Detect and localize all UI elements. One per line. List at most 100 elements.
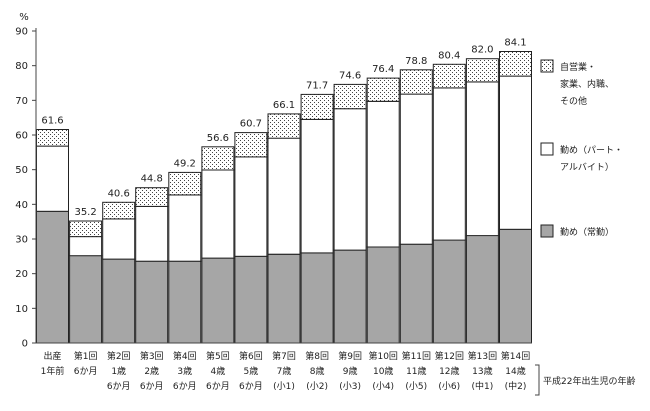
bar-segment-s0-c7 (267, 253, 301, 344)
x-tick-label: 1年前 (41, 365, 65, 377)
x-tick-label: 14歳 (505, 365, 525, 377)
axis-layer: 0102030405060708090%出産1年前第1回6か月第2回1歳6か月第… (15, 12, 635, 396)
x-tick-label: 5歳 (244, 365, 259, 377)
y-tick-label: 50 (15, 165, 28, 176)
bar-segment-s2-c12 (432, 63, 466, 89)
y-tick-label: 90 (15, 27, 28, 38)
x-tick-label: 13歳 (472, 365, 492, 377)
x-tick-label: 1歳 (111, 365, 126, 377)
x-tick-label: 第4回 (173, 350, 197, 362)
bar-segment-s1-c9 (333, 108, 367, 251)
y-tick-label: 60 (15, 131, 28, 142)
bar-segment-s2-c6 (234, 132, 268, 158)
y-tick-label: 10 (15, 304, 28, 315)
y-axis-unit: % (19, 12, 29, 23)
data-label-total: 80.4 (438, 50, 460, 61)
y-tick-label: 20 (15, 269, 28, 280)
data-label-total: 49.2 (174, 158, 196, 169)
y-tick-label: 30 (15, 235, 28, 246)
x-tick-label: 第6回 (239, 350, 263, 362)
bar-segment-s1-c11 (399, 93, 433, 245)
bar-segment-s1-c0 (36, 145, 69, 212)
x-tick-label: 第14回 (501, 350, 530, 362)
bar-segment-s0-c3 (135, 260, 169, 344)
bar-segment-s2-c2 (102, 201, 136, 220)
data-label-total: 60.7 (240, 119, 262, 130)
age-bracket (535, 364, 540, 396)
bar-segment-s0-c11 (399, 243, 433, 344)
legend-swatch (540, 224, 554, 238)
bar-segment-s1-c14 (499, 75, 532, 230)
x-tick-label: (小4) (372, 381, 394, 392)
x-tick-label: 11歳 (406, 365, 426, 377)
bar-segment-s2-c9 (333, 83, 367, 110)
bar-segment-s1-c5 (201, 169, 235, 259)
x-tick-label: (小2) (306, 381, 328, 392)
x-tick-label: (中1) (472, 380, 494, 392)
x-tick-label: 12歳 (439, 365, 459, 377)
x-tick-label: 4歳 (211, 365, 226, 377)
legend-label: 勤め（パート・ (560, 144, 623, 156)
bar-segment-s0-c12 (432, 239, 466, 344)
bar-segment-s0-c5 (201, 257, 235, 344)
legend-label: その他 (560, 95, 587, 107)
bar-segment-s2-c13 (465, 58, 499, 83)
data-label-total: 71.7 (306, 80, 328, 91)
bar-segment-s1-c12 (432, 87, 466, 241)
data-label-total: 78.8 (405, 56, 427, 67)
x-tick-label: 第12回 (435, 350, 464, 362)
bar-segment-s2-c4 (168, 171, 202, 196)
bar-segment-s1-c4 (168, 194, 202, 262)
x-tick-label: 第2回 (107, 350, 131, 362)
x-tick-label: 7歳 (277, 365, 292, 377)
bar-segment-s1-c10 (366, 100, 400, 248)
bar-segment-s0-c6 (234, 255, 268, 344)
bar-segment-s0-c8 (300, 252, 334, 344)
data-label-total: 76.4 (372, 64, 394, 75)
x-tick-label: 6か月 (173, 381, 197, 392)
legend-label: 家業、内職、 (560, 78, 614, 90)
x-tick-label: 第11回 (402, 350, 431, 362)
bar-segment-s0-c1 (69, 255, 103, 344)
bar-segment-s2-c0 (36, 129, 69, 147)
x-tick-label: 第10回 (368, 350, 397, 362)
bar-segment-s0-c4 (168, 260, 202, 344)
x-tick-label: 6か月 (107, 381, 131, 392)
x-tick-label: 6か月 (74, 366, 98, 377)
x-tick-label: 9歳 (343, 365, 358, 377)
y-tick-label: 70 (15, 96, 28, 107)
bar-segment-s0-c14 (499, 228, 532, 344)
x-tick-label: 10歳 (373, 365, 393, 377)
bar-segment-s0-c9 (333, 249, 367, 344)
x-tick-label: (小1) (273, 381, 295, 392)
x-tick-label: 8歳 (310, 365, 325, 377)
x-tick-label: 第5回 (206, 350, 230, 362)
legend-swatch (540, 142, 554, 156)
bar-segment-s1-c3 (135, 205, 169, 262)
axis-note: 平成22年出生児の年齢 (543, 375, 635, 387)
bar-segment-s0-c10 (366, 246, 400, 344)
bar-segment-s1-c7 (267, 137, 301, 255)
x-tick-label: 2歳 (144, 365, 159, 377)
y-tick-label: 40 (15, 200, 28, 211)
bar-segment-s2-c1 (69, 220, 103, 238)
bar-segment-s1-c13 (465, 81, 499, 237)
bar-segment-s0-c0 (36, 210, 69, 344)
bar-segment-s2-c14 (499, 51, 532, 77)
bar-segment-s2-c10 (366, 77, 400, 102)
legend-label: アルバイト） (560, 162, 614, 173)
bar-segment-s2-c7 (267, 113, 301, 139)
x-tick-label: (小6) (438, 381, 460, 392)
data-label-total: 44.8 (141, 174, 163, 185)
bar-segment-s2-c3 (135, 187, 169, 207)
x-tick-label: (小3) (339, 381, 361, 392)
bars-layer (36, 51, 532, 344)
data-label-total: 74.6 (339, 70, 361, 81)
bar-segment-s0-c13 (465, 235, 499, 344)
x-tick-label: (中2) (505, 380, 527, 392)
x-tick-label: 6か月 (140, 381, 164, 392)
bar-segment-s2-c8 (300, 93, 334, 120)
bar-segment-s1-c8 (300, 118, 334, 254)
legend-swatch (540, 59, 554, 73)
